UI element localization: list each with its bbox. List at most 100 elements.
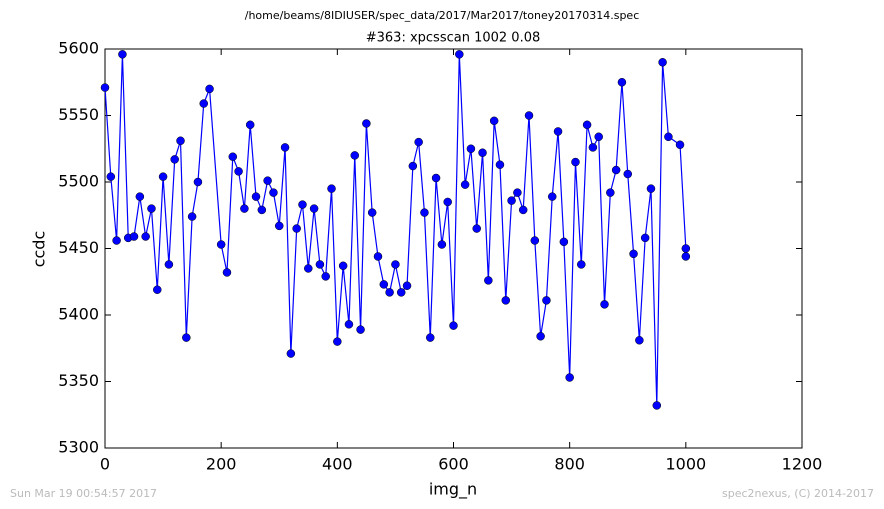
data-point	[571, 157, 580, 167]
data-point	[664, 132, 673, 142]
data-point	[118, 50, 127, 59]
data-point	[565, 373, 574, 382]
data-point	[478, 148, 487, 157]
suptitle: /home/beams/8IDIUSER/spec_data/2017/Mar2…	[245, 9, 640, 22]
data-point	[321, 272, 330, 281]
x-tick-label: 1000	[665, 455, 706, 474]
data-point	[153, 285, 162, 294]
data-point	[402, 281, 412, 290]
data-point	[681, 244, 691, 253]
data-point	[304, 264, 313, 273]
series-line	[104, 54, 687, 406]
data-point	[251, 192, 261, 201]
data-point	[553, 127, 563, 136]
data-point	[542, 296, 551, 305]
data-point	[635, 336, 644, 345]
data-point	[350, 151, 360, 160]
data-point	[234, 167, 243, 176]
data-point	[344, 320, 354, 329]
y-tick-label: 5400	[58, 305, 99, 324]
x-tick-label: 600	[438, 455, 469, 474]
data-point	[280, 143, 290, 152]
data-point	[629, 249, 638, 259]
data-point	[135, 192, 145, 201]
x-tick-label: 400	[322, 455, 353, 474]
data-point	[460, 180, 470, 189]
data-point	[617, 78, 627, 87]
data-point	[286, 349, 296, 358]
data-point	[187, 212, 197, 221]
data-point	[455, 50, 464, 59]
data-point	[269, 188, 278, 197]
y-tick-label: 5350	[58, 371, 99, 390]
data-point	[327, 184, 336, 193]
data-point	[681, 252, 691, 261]
data-point	[420, 208, 429, 217]
data-point	[396, 288, 406, 297]
chart-title: #363: xpcsscan 1002 0.08	[366, 31, 541, 46]
y-axis-label: ccdc	[30, 231, 49, 268]
data-point	[623, 169, 632, 179]
data-point	[275, 221, 284, 231]
data-point	[147, 204, 156, 213]
data-point	[536, 332, 545, 341]
data-point	[263, 176, 272, 185]
x-axis-label: img_n	[429, 480, 477, 500]
data-point	[640, 233, 650, 243]
data-point	[594, 132, 603, 142]
data-point	[675, 140, 685, 150]
data-point	[524, 111, 534, 120]
y-tick-label: 5450	[58, 238, 99, 257]
data-point	[611, 165, 621, 175]
data-point	[292, 224, 301, 233]
data-point	[588, 143, 598, 152]
x-tick-label: 200	[206, 455, 237, 474]
plot-frame	[104, 48, 803, 449]
data-point	[658, 58, 667, 67]
data-point	[449, 321, 458, 330]
data-point	[646, 184, 656, 193]
data-point	[216, 240, 226, 249]
data-point	[582, 120, 592, 130]
data-point	[547, 192, 557, 201]
data-point	[414, 137, 423, 147]
footer-right: spec2nexus, (C) 2014-2017	[722, 487, 874, 500]
data-point	[129, 232, 139, 241]
data-point	[362, 119, 371, 128]
data-point	[141, 232, 150, 241]
data-point	[106, 172, 116, 181]
data-point	[240, 204, 249, 213]
data-point	[158, 172, 168, 181]
y-tick-label: 5300	[58, 438, 99, 457]
data-point	[513, 188, 522, 197]
data-point	[245, 120, 255, 130]
data-point	[408, 161, 418, 171]
data-point	[606, 188, 615, 197]
data-point	[298, 200, 307, 209]
data-point	[489, 116, 499, 126]
data-point	[222, 268, 232, 277]
data-point	[507, 196, 516, 205]
data-point	[338, 261, 348, 271]
y-tick-label: 5550	[58, 105, 99, 124]
x-tick-label: 800	[554, 455, 585, 474]
data-point	[170, 155, 179, 164]
data-point	[466, 144, 476, 153]
data-point	[333, 337, 342, 346]
data-point	[495, 160, 505, 169]
data-point	[309, 204, 319, 213]
data-point	[112, 236, 121, 245]
data-point	[100, 83, 110, 92]
x-tick-label: 0	[100, 455, 110, 474]
data-point	[437, 240, 447, 249]
data-point	[379, 280, 389, 289]
y-tick-label: 5500	[58, 172, 99, 191]
data-point	[228, 152, 238, 161]
data-point	[199, 99, 208, 108]
footer-left: Sun Mar 19 00:54:57 2017	[10, 487, 157, 500]
data-point	[559, 237, 569, 247]
data-point	[472, 224, 481, 233]
data-point	[484, 276, 493, 285]
data-point	[652, 401, 662, 410]
